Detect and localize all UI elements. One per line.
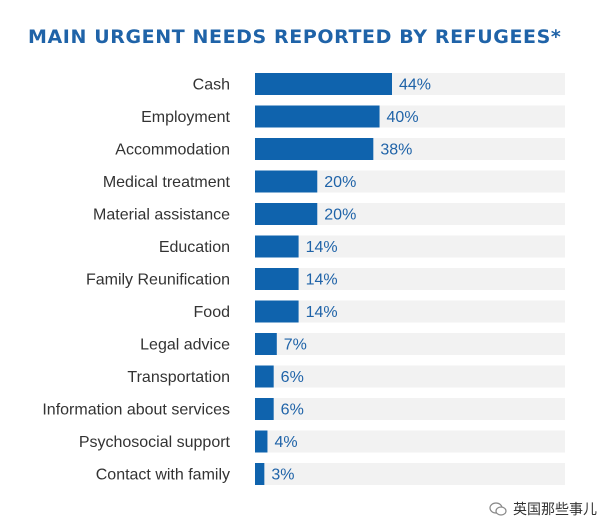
bar-psychosocial-support <box>255 430 268 453</box>
bar-information-about-services <box>255 398 274 420</box>
bar-food <box>255 300 299 323</box>
value-label-education: 14% <box>306 239 338 256</box>
bar-track-transportation <box>255 365 565 388</box>
category-label-medical-treatment: Medical treatment <box>103 174 231 191</box>
bar-cash <box>255 73 392 95</box>
wechat-icon <box>489 502 507 516</box>
category-label-psychosocial-support: Psychosocial support <box>79 434 231 451</box>
value-label-accommodation: 38% <box>380 142 412 159</box>
bar-track-family-reunification <box>255 268 565 290</box>
category-label-education: Education <box>159 239 230 256</box>
value-label-cash: 44% <box>399 77 431 94</box>
bar-track-food <box>255 300 565 323</box>
category-label-employment: Employment <box>141 109 230 126</box>
category-label-information-about-services: Information about services <box>42 402 230 419</box>
chart-title: MAIN URGENT NEEDS REPORTED BY REFUGEES* <box>28 26 562 48</box>
value-label-transportation: 6% <box>281 369 304 386</box>
bar-accommodation <box>255 138 374 160</box>
bar-medical-treatment <box>255 170 318 193</box>
category-label-transportation: Transportation <box>127 369 230 386</box>
category-label-legal-advice: Legal advice <box>140 337 230 354</box>
value-label-information-about-services: 6% <box>281 402 304 419</box>
bar-track-psychosocial-support <box>255 430 565 453</box>
value-label-family-reunification: 14% <box>306 272 338 289</box>
value-label-material-assistance: 20% <box>324 207 356 224</box>
bar-track-medical-treatment <box>255 170 565 193</box>
watermark-text: 英国那些事儿 <box>513 502 597 518</box>
bar-family-reunification <box>255 268 299 290</box>
category-label-cash: Cash <box>193 77 230 94</box>
value-label-legal-advice: 7% <box>284 337 307 354</box>
bar-track-contact-with-family <box>255 463 565 485</box>
bar-transportation <box>255 365 274 388</box>
value-label-contact-with-family: 3% <box>271 467 294 484</box>
bar-chart: Cash 44% Employment 40% Accommodation 38% Medi… <box>42 73 565 485</box>
bar-track-legal-advice <box>255 333 565 355</box>
bar-education <box>255 235 299 258</box>
category-label-accommodation: Accommodation <box>115 142 230 159</box>
value-label-medical-treatment: 20% <box>324 174 356 191</box>
category-label-family-reunification: Family Reunification <box>86 272 230 289</box>
bar-material-assistance <box>255 203 318 225</box>
category-label-contact-with-family: Contact with family <box>96 467 230 484</box>
bar-track-education <box>255 235 565 258</box>
category-label-material-assistance: Material assistance <box>93 207 230 224</box>
value-label-food: 14% <box>306 304 338 321</box>
bar-contact-with-family <box>255 463 265 485</box>
value-label-employment: 40% <box>387 109 419 126</box>
category-label-food: Food <box>194 304 230 321</box>
bar-track-material-assistance <box>255 203 565 225</box>
bar-track-information-about-services <box>255 398 565 420</box>
value-label-psychosocial-support: 4% <box>274 434 297 451</box>
bar-employment <box>255 105 380 128</box>
bar-legal-advice <box>255 333 277 355</box>
watermark: 英国那些事儿 <box>489 499 597 519</box>
